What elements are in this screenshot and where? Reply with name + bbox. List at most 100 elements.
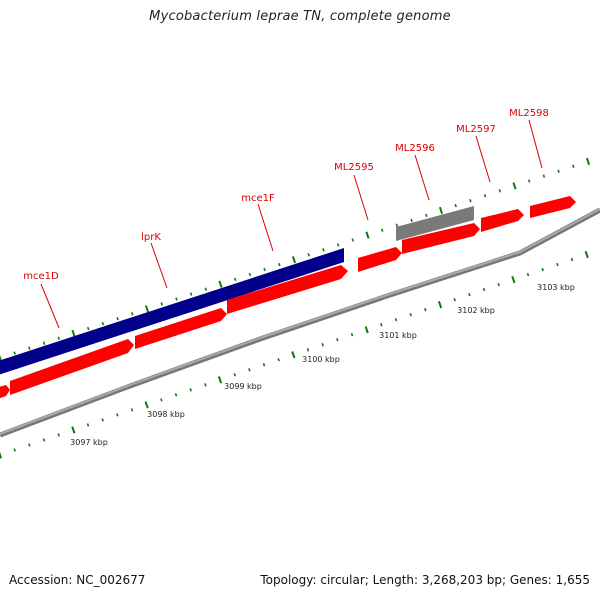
leader-lprk bbox=[150, 242, 168, 289]
lower-tick bbox=[437, 300, 443, 309]
lower-tick bbox=[0, 451, 3, 459]
upper-tick bbox=[351, 238, 355, 242]
lower-tick bbox=[511, 275, 516, 284]
upper-tick bbox=[28, 346, 31, 350]
red-arrow-6[interactable] bbox=[402, 223, 480, 254]
upper-tick bbox=[218, 280, 223, 288]
red-arrow-4[interactable] bbox=[227, 265, 348, 314]
backbone-line bbox=[0, 207, 600, 438]
feature-blue[interactable] bbox=[0, 248, 344, 376]
gene-leaders bbox=[40, 119, 543, 329]
scale-labels: 3097 kbp 3098 kbp 3099 kbp 3100 kbp 3101… bbox=[70, 283, 575, 447]
genome-info-text: Topology: circular; Length: 3,268,203 bp… bbox=[260, 573, 590, 587]
upper-tick bbox=[144, 305, 150, 313]
scale-label-3100: 3100 kbp bbox=[302, 355, 340, 364]
red-arrow-3[interactable] bbox=[135, 308, 227, 349]
lower-tick bbox=[217, 376, 223, 384]
lower-tick bbox=[130, 408, 134, 412]
upper-tick bbox=[189, 292, 193, 296]
lower-tick bbox=[28, 443, 31, 447]
gene-label-ml2595[interactable]: ML2595 bbox=[334, 162, 374, 173]
lower-tick bbox=[204, 383, 207, 387]
upper-tick bbox=[86, 326, 90, 331]
map-title: Mycobacterium leprae TN, complete genome bbox=[149, 9, 451, 24]
leader-mce1d bbox=[40, 283, 60, 329]
lower-tick bbox=[570, 257, 574, 262]
lower-tick bbox=[541, 267, 544, 272]
upper-tick bbox=[512, 182, 517, 190]
lower-tick bbox=[101, 418, 104, 422]
upper-tick bbox=[380, 228, 384, 232]
upper-tick bbox=[438, 206, 444, 215]
genome-backbone bbox=[0, 207, 600, 438]
lower-tick bbox=[262, 363, 266, 367]
lower-tick bbox=[453, 297, 456, 302]
upper-tick bbox=[365, 231, 370, 239]
lower-tick bbox=[584, 250, 589, 259]
upper-tick bbox=[160, 302, 163, 306]
upper-tick bbox=[42, 341, 46, 345]
gene-label-mce1f[interactable]: mce1F bbox=[241, 193, 275, 204]
upper-tick bbox=[307, 253, 310, 257]
lower-tick bbox=[291, 351, 296, 359]
scale-label-3102: 3102 kbp bbox=[457, 306, 495, 315]
upper-tick bbox=[101, 321, 105, 326]
upper-tick bbox=[291, 256, 297, 264]
upper-tick bbox=[557, 169, 560, 173]
lower-tick bbox=[42, 438, 46, 442]
upper-tick bbox=[469, 199, 472, 203]
upper-tick bbox=[483, 194, 487, 198]
gene-label-lprk[interactable]: lprK bbox=[141, 232, 161, 243]
upper-tick bbox=[425, 213, 428, 218]
upper-tick bbox=[13, 351, 16, 355]
gene-labels: mce1D lprK mce1F ML2595 ML2596 ML2597 ML… bbox=[23, 108, 549, 282]
gene-label-ml2598[interactable]: ML2598 bbox=[509, 108, 549, 119]
leader-ml2598 bbox=[528, 119, 543, 169]
red-arrow-1[interactable] bbox=[0, 385, 10, 400]
red-features bbox=[0, 196, 576, 400]
upper-tick-track bbox=[0, 157, 591, 362]
leader-ml2596 bbox=[414, 154, 430, 201]
leader-ml2595 bbox=[353, 174, 369, 221]
upper-tick bbox=[248, 272, 252, 277]
accession-text: Accession: NC_002677 bbox=[9, 573, 146, 587]
upper-tick bbox=[395, 223, 399, 227]
gene-label-ml2596[interactable]: ML2596 bbox=[395, 143, 435, 154]
lower-tick bbox=[13, 448, 16, 452]
red-arrow-2[interactable] bbox=[10, 339, 134, 395]
red-arrow-8[interactable] bbox=[530, 196, 576, 218]
upper-tick bbox=[263, 267, 266, 272]
gene-label-mce1d[interactable]: mce1D bbox=[23, 271, 59, 282]
lower-tick bbox=[306, 348, 310, 352]
lower-tick-track bbox=[0, 250, 589, 459]
upper-tick bbox=[131, 312, 134, 316]
lower-tick bbox=[233, 373, 236, 377]
lower-tick bbox=[350, 333, 354, 337]
upper-tick bbox=[278, 262, 281, 267]
leader-ml2597 bbox=[475, 135, 491, 183]
red-arrow-5[interactable] bbox=[358, 247, 402, 272]
upper-tick bbox=[71, 329, 76, 338]
lower-tick bbox=[174, 393, 178, 397]
lower-tick bbox=[277, 358, 280, 362]
upper-tick bbox=[233, 277, 237, 282]
upper-tick bbox=[572, 164, 575, 168]
feature-gray[interactable] bbox=[396, 206, 474, 241]
lower-tick bbox=[71, 426, 76, 434]
gene-label-ml2597[interactable]: ML2597 bbox=[456, 124, 496, 135]
lower-tick bbox=[556, 262, 559, 267]
leader-mce1f bbox=[257, 203, 274, 252]
upper-tick bbox=[542, 174, 546, 178]
lower-tick bbox=[116, 413, 119, 417]
scale-label-3097: 3097 kbp bbox=[70, 438, 108, 447]
upper-tick bbox=[498, 189, 502, 193]
lower-tick bbox=[321, 343, 324, 347]
lower-tick bbox=[189, 388, 192, 392]
red-arrow-7[interactable] bbox=[481, 209, 524, 232]
scale-label-3098: 3098 kbp bbox=[147, 410, 185, 419]
lower-tick bbox=[57, 433, 60, 437]
lower-tick bbox=[336, 338, 339, 342]
lower-tick bbox=[248, 368, 251, 372]
upper-tick bbox=[336, 243, 340, 247]
